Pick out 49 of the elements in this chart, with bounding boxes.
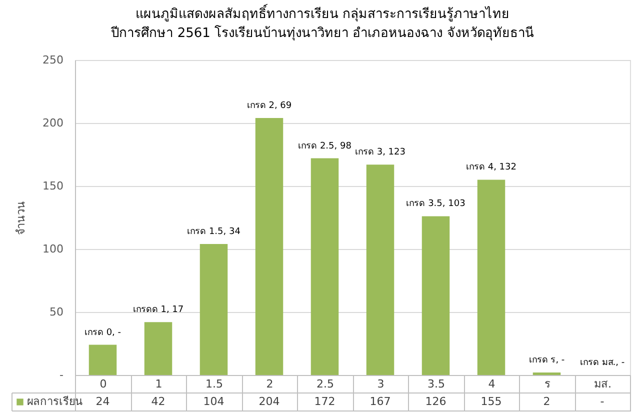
x-tick-label: 2 [266, 378, 274, 390]
annotation: เกรด 2.5, 98 [298, 141, 352, 152]
data-label: 155 [480, 395, 502, 408]
annotation: เกรด 0, - [84, 328, 122, 338]
data-label: 24 [96, 395, 110, 408]
bar [532, 372, 561, 375]
x-tick-label: 4 [488, 378, 496, 390]
annotation: เกรดด 1, 17 [132, 305, 184, 316]
x-tick-label: 2.5 [316, 378, 334, 390]
x-tick-label: ร [544, 378, 550, 390]
x-tick-label: 1 [155, 378, 162, 390]
annotation: เกรด มส., - [580, 358, 625, 368]
y-tick-label: 200 [42, 116, 64, 130]
y-tick-label: 150 [42, 180, 64, 192]
data-label: 126 [425, 395, 446, 408]
x-tick-label: 1.5 [206, 378, 223, 390]
x-tick-label: 0 [100, 378, 107, 390]
data-label: 2 [543, 395, 550, 408]
y-axis-title: จำนวน [14, 201, 28, 235]
bar [200, 244, 228, 375]
legend-label: ผลการเรียน [27, 395, 83, 408]
y-tick-label: 250 [42, 54, 64, 66]
x-tick-label: มส. [594, 378, 612, 390]
data-label: 167 [370, 395, 391, 408]
x-tick-label: 3.5 [428, 378, 445, 390]
annotation: เกรด 1.5, 34 [187, 226, 241, 237]
y-tick-label: 50 [50, 306, 64, 318]
data-label: 104 [203, 395, 224, 408]
y-tick-label: - [60, 368, 64, 382]
chart-subtitle: ปีการศึกษา 2561 โรงเรียนบ้านทุ่งนาวิทยา อำเภอหนองฉาง จังหวัดอุทัยธานี [110, 25, 534, 41]
chart-title: แผนภูมิแสดงผลสัมฤทธิ์ทางการเรียน กลุ่มสาระการเรียนรู้ภาษาไทย [135, 4, 510, 22]
x-tick-label: 3 [377, 378, 384, 390]
y-tick-label: 100 [42, 242, 64, 256]
annotation: เกรด ร, - [528, 355, 565, 366]
data-label: 204 [258, 395, 280, 408]
annotation: เกรด 3, 123 [355, 148, 406, 158]
data-label: - [600, 395, 604, 408]
bar [88, 344, 117, 375]
bar [366, 164, 394, 375]
data-label: 42 [151, 395, 166, 408]
bar [310, 158, 339, 375]
bar [255, 118, 284, 375]
bar [477, 180, 506, 375]
bar [422, 216, 450, 375]
bar [144, 322, 172, 375]
annotation: เกรด 4, 132 [466, 162, 516, 173]
annotation: เกรด 2, 69 [246, 100, 292, 111]
annotation: เกรด 3.5, 103 [406, 199, 466, 210]
data-label: 172 [314, 395, 336, 408]
